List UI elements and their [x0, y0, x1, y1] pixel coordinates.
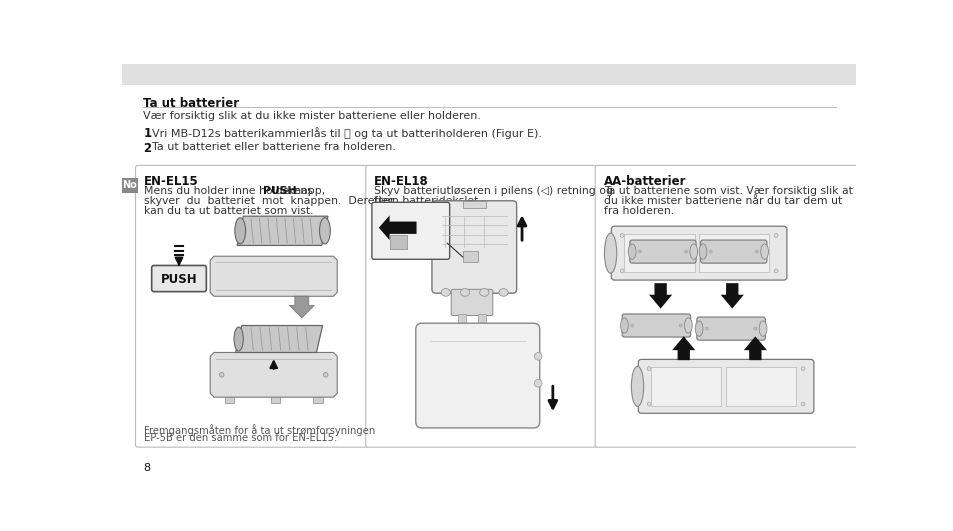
Ellipse shape	[646, 402, 650, 406]
Polygon shape	[237, 216, 328, 245]
Polygon shape	[210, 353, 336, 397]
Bar	[462, 201, 485, 209]
Text: PUSH: PUSH	[263, 186, 296, 196]
FancyBboxPatch shape	[595, 165, 857, 447]
Ellipse shape	[460, 288, 469, 296]
Ellipse shape	[774, 269, 778, 273]
Ellipse shape	[319, 218, 330, 244]
Ellipse shape	[699, 244, 706, 259]
Bar	[271, 397, 280, 402]
Polygon shape	[289, 296, 314, 318]
Ellipse shape	[628, 244, 636, 259]
Ellipse shape	[755, 250, 758, 253]
Ellipse shape	[219, 372, 224, 377]
FancyBboxPatch shape	[451, 289, 493, 315]
Text: Ta ut batterier: Ta ut batterier	[143, 97, 239, 110]
Ellipse shape	[646, 367, 650, 371]
Bar	[699, 234, 768, 272]
Ellipse shape	[619, 269, 623, 273]
Text: du ikke mister batteriene når du tar dem ut: du ikke mister batteriene når du tar dem…	[603, 196, 841, 206]
Text: -knapp,: -knapp,	[285, 186, 326, 196]
Polygon shape	[672, 336, 695, 360]
Bar	[477, 314, 485, 322]
Ellipse shape	[234, 218, 245, 244]
FancyBboxPatch shape	[372, 202, 449, 259]
Ellipse shape	[753, 327, 756, 330]
Bar	[624, 234, 694, 272]
Ellipse shape	[684, 250, 687, 253]
FancyBboxPatch shape	[416, 323, 539, 428]
Ellipse shape	[630, 324, 633, 327]
FancyBboxPatch shape	[621, 314, 690, 337]
Text: skyver  du  batteriet  mot  knappen.  Deretter: skyver du batteriet mot knappen. Derette…	[144, 196, 394, 206]
Polygon shape	[648, 283, 672, 309]
Text: Ta ut batteriene som vist. Vær forsiktig slik at: Ta ut batteriene som vist. Vær forsiktig…	[603, 186, 852, 196]
FancyBboxPatch shape	[638, 359, 813, 413]
Bar	[651, 367, 720, 406]
Ellipse shape	[323, 372, 328, 377]
Text: Skyv batteriutløseren i pilens (◁) retning og: Skyv batteriutløseren i pilens (◁) retni…	[374, 186, 613, 196]
FancyBboxPatch shape	[611, 226, 786, 280]
Ellipse shape	[534, 353, 541, 360]
Bar	[225, 397, 233, 402]
Bar	[462, 251, 477, 262]
FancyBboxPatch shape	[365, 165, 598, 447]
FancyBboxPatch shape	[135, 165, 369, 447]
Text: 1: 1	[143, 127, 152, 140]
Ellipse shape	[679, 324, 681, 327]
Ellipse shape	[704, 327, 708, 330]
Polygon shape	[378, 216, 416, 240]
Text: AA-batterier: AA-batterier	[603, 175, 685, 187]
Bar	[457, 314, 465, 322]
Ellipse shape	[479, 288, 488, 296]
Text: Vri MB-D12s batterikammierlås til ⓢ og ta ut batteriholderen (Figur E).: Vri MB-D12s batterikammierlås til ⓢ og t…	[152, 127, 542, 139]
Bar	[389, 235, 406, 249]
Text: EP-5B er den samme som for EN-EL15.: EP-5B er den samme som for EN-EL15.	[144, 433, 336, 443]
FancyBboxPatch shape	[696, 317, 764, 340]
Ellipse shape	[604, 233, 616, 273]
FancyBboxPatch shape	[432, 201, 517, 293]
Bar	[313, 397, 322, 402]
FancyBboxPatch shape	[629, 240, 696, 263]
Text: Fremgangsmåten for å ta ut strømforsyningen: Fremgangsmåten for å ta ut strømforsynin…	[144, 424, 375, 436]
Polygon shape	[210, 256, 336, 296]
Text: EN-EL15: EN-EL15	[144, 175, 198, 187]
Ellipse shape	[759, 321, 766, 336]
Text: Vær forsiktig slik at du ikke mister batteriene eller holderen.: Vær forsiktig slik at du ikke mister bat…	[143, 110, 480, 121]
Ellipse shape	[498, 288, 508, 296]
Polygon shape	[235, 326, 322, 353]
Text: 8: 8	[143, 463, 151, 473]
Ellipse shape	[801, 367, 804, 371]
Ellipse shape	[684, 318, 692, 333]
Text: Mens du holder inne holderens: Mens du holder inne holderens	[144, 186, 316, 196]
Ellipse shape	[801, 402, 804, 406]
Ellipse shape	[689, 244, 697, 259]
Text: kan du ta ut batteriet som vist.: kan du ta ut batteriet som vist.	[144, 206, 314, 216]
Text: No: No	[122, 181, 137, 191]
Ellipse shape	[760, 244, 767, 259]
Text: EN-EL18: EN-EL18	[374, 175, 429, 187]
Ellipse shape	[774, 234, 778, 237]
Text: PUSH: PUSH	[160, 273, 197, 286]
Ellipse shape	[534, 380, 541, 387]
Bar	[725, 367, 796, 406]
Text: fra holderen.: fra holderen.	[603, 206, 673, 216]
Polygon shape	[720, 283, 743, 309]
Ellipse shape	[233, 327, 243, 351]
Text: Ta ut batteriet eller batteriene fra holderen.: Ta ut batteriet eller batteriene fra hol…	[152, 142, 396, 152]
Ellipse shape	[440, 288, 450, 296]
Ellipse shape	[619, 234, 623, 237]
Ellipse shape	[620, 318, 628, 333]
Ellipse shape	[708, 250, 712, 253]
Text: fjern batteridekslet.: fjern batteridekslet.	[374, 196, 481, 206]
Text: 2: 2	[143, 142, 152, 155]
Ellipse shape	[695, 321, 702, 336]
Bar	[121, 178, 137, 193]
Bar	[121, 64, 856, 85]
Ellipse shape	[631, 366, 643, 406]
Ellipse shape	[638, 250, 640, 253]
FancyBboxPatch shape	[700, 240, 766, 263]
FancyBboxPatch shape	[152, 266, 206, 292]
Polygon shape	[743, 336, 766, 360]
